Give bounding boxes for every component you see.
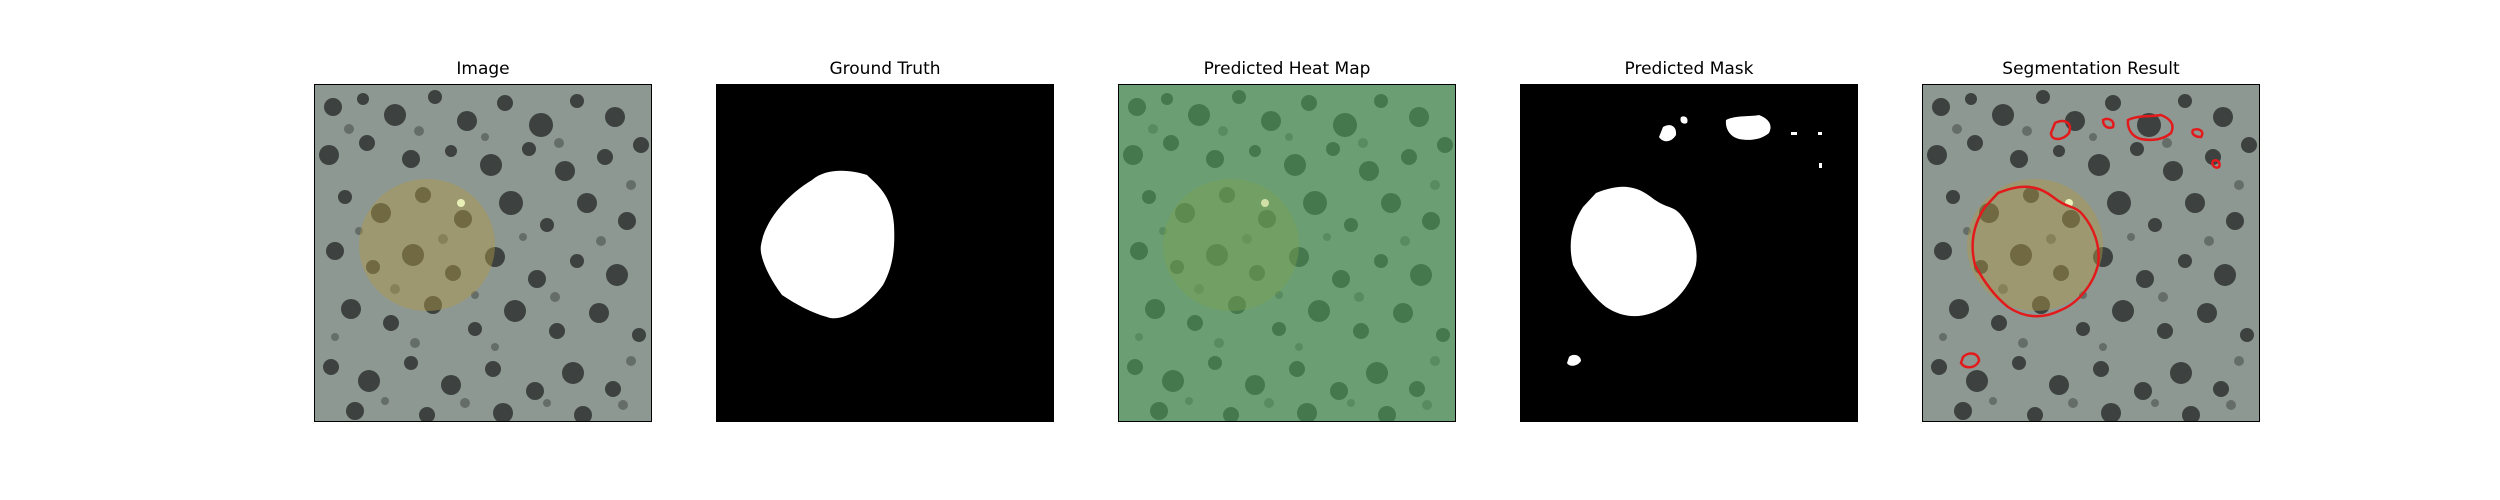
predicted-blob-top-left	[1659, 125, 1677, 142]
predicted-blob-bottom-left	[1567, 354, 1581, 366]
contour-dot-right	[2211, 159, 2221, 169]
predicted-dot-2	[1818, 132, 1822, 135]
segmentation-image	[1923, 85, 2259, 421]
segmentation-frame	[1922, 84, 2260, 422]
predicted-blob-top-right	[1725, 115, 1771, 140]
ground-truth-lesion	[760, 170, 895, 319]
ground-truth-mask	[717, 85, 1053, 421]
heat-overlay	[1119, 85, 1455, 421]
panel-title-heat-map: Predicted Heat Map	[1203, 59, 1371, 79]
contour-top-right	[2126, 113, 2174, 142]
predicted-lesion	[1570, 186, 1697, 317]
heat-map-image	[1119, 85, 1455, 421]
predicted-blob-small	[1680, 116, 1688, 124]
contour-small-top	[2101, 117, 2115, 129]
contour-far-right	[2191, 128, 2204, 139]
lesion-area	[359, 179, 495, 311]
seg-lesion-area	[1967, 179, 2103, 311]
panel-title-segmentation: Segmentation Result	[2002, 59, 2180, 79]
heat-map-frame	[1118, 84, 1456, 422]
image-frame	[314, 84, 652, 422]
skin-image	[315, 85, 651, 421]
segmentation-contours	[1959, 113, 2221, 369]
mask-frame	[1520, 84, 1858, 422]
predicted-mask	[1521, 85, 1857, 421]
predicted-dot-1	[1791, 132, 1797, 135]
predicted-dot-3	[1819, 163, 1822, 168]
ground-truth-frame	[716, 84, 1054, 422]
panel-title-image: Image	[456, 59, 510, 79]
lesion-highlight	[457, 199, 465, 207]
contour-main-lesion	[1971, 185, 2100, 318]
panel-title-mask: Predicted Mask	[1624, 59, 1754, 79]
panel-title-ground-truth: Ground Truth	[829, 59, 941, 79]
contour-bottom-left	[1959, 352, 1981, 369]
heat-lesion-highlight	[1261, 199, 1269, 207]
contour-top-left	[2049, 119, 2072, 141]
